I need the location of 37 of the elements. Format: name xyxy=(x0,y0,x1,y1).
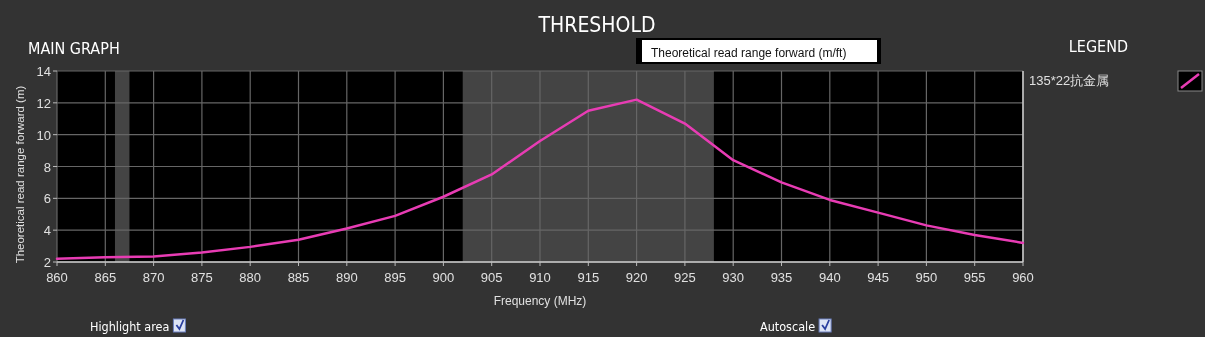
x-tick-label: 925 xyxy=(674,270,696,285)
x-tick-label: 930 xyxy=(722,270,745,285)
text: MAIN GRAPH xyxy=(28,39,120,58)
x-tick-label: 900 xyxy=(432,270,455,285)
chart-title: THRESHOLD xyxy=(537,13,656,37)
y-tick-label: 6 xyxy=(43,191,51,207)
text: LEGEND xyxy=(1068,37,1128,56)
x-tick-label: 895 xyxy=(384,270,406,285)
x-tick-label: 915 xyxy=(577,270,600,285)
x-tick-label: 960 xyxy=(1012,270,1034,285)
text: Theoretical read range forward (m/ft) xyxy=(651,46,847,60)
x-tick-label: 905 xyxy=(480,270,503,285)
y-tick-label: 2 xyxy=(43,255,51,270)
y-axis-title: Theoretical read range forward (m) xyxy=(14,85,26,264)
text: Highlight area xyxy=(90,319,170,334)
x-tick-label: 945 xyxy=(867,270,889,285)
text: Autoscale xyxy=(760,319,816,334)
x-tick-label: 935 xyxy=(770,270,793,285)
y-tick-label: 10 xyxy=(36,127,51,143)
x-tick-label: 865 xyxy=(94,270,117,285)
x-tick-label: 950 xyxy=(915,270,938,285)
x-tick-label: 860 xyxy=(46,270,68,285)
legend: 135*22抗金属 xyxy=(1029,70,1203,92)
x-tick-label: 875 xyxy=(191,270,213,285)
y-tick-label: 12 xyxy=(36,95,51,111)
x-axis-title: Frequency (MHz) xyxy=(493,294,587,308)
x-tick-label: 920 xyxy=(625,270,648,285)
x-tick-label: 890 xyxy=(335,270,358,285)
x-tick-label: 870 xyxy=(142,270,165,285)
x-tick-label: 880 xyxy=(239,270,262,285)
x-tick-label: 885 xyxy=(287,270,310,285)
x-tick-label: 955 xyxy=(963,270,986,285)
y-tick-label: 14 xyxy=(36,64,51,79)
x-tick-label: 910 xyxy=(529,270,551,285)
y-tick-label: 4 xyxy=(43,223,51,239)
x-tick-label: 940 xyxy=(818,270,841,285)
y-tick-label: 8 xyxy=(43,159,51,175)
